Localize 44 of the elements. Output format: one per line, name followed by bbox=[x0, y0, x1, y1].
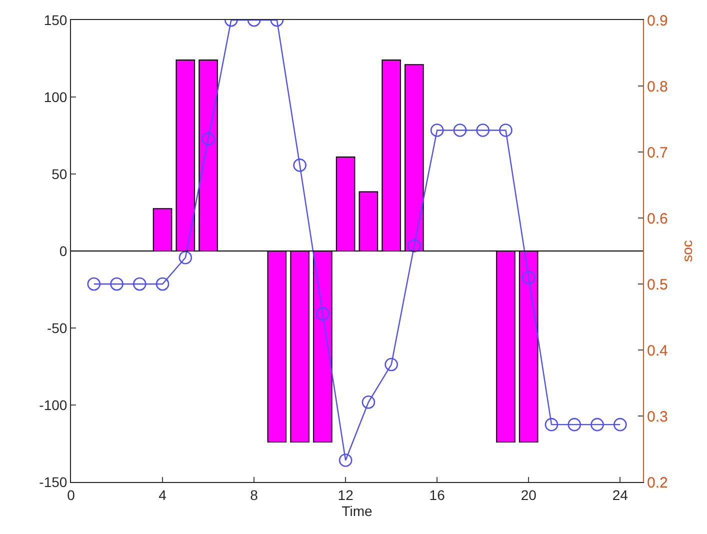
x-axis-title: Time bbox=[342, 502, 373, 519]
point bbox=[408, 239, 421, 252]
y2-tick-label: 0.4 bbox=[647, 342, 668, 360]
y-tick-label: 150 bbox=[44, 12, 68, 28]
point bbox=[590, 418, 604, 432]
point bbox=[476, 124, 490, 137]
x-tick-label: 4 bbox=[158, 486, 167, 503]
y-tick-label: -100 bbox=[39, 396, 68, 413]
point bbox=[156, 277, 170, 291]
point bbox=[316, 307, 330, 320]
y-tick-label: 50 bbox=[52, 166, 68, 182]
x-tick-label: 8 bbox=[250, 486, 258, 503]
point bbox=[568, 418, 582, 432]
point bbox=[613, 418, 627, 432]
y-tick-label: 100 bbox=[44, 88, 68, 105]
point bbox=[384, 358, 398, 372]
point bbox=[522, 270, 536, 284]
y2-axis-title: soc bbox=[679, 240, 696, 262]
point bbox=[362, 395, 376, 409]
y2-tick-label: 0.6 bbox=[647, 210, 668, 228]
y2-tick-label: 0.7 bbox=[647, 144, 668, 162]
y-tick-label: -150 bbox=[39, 474, 68, 490]
x-tick-label: 16 bbox=[429, 486, 446, 503]
x-tick-label: 20 bbox=[520, 486, 537, 503]
x-tick-label: 24 bbox=[612, 486, 628, 503]
x-tick-label: 12 bbox=[338, 486, 354, 503]
y2-tick-label: 0.8 bbox=[647, 78, 668, 96]
y2-tick-label: 0.3 bbox=[647, 408, 668, 426]
point bbox=[544, 418, 558, 432]
y2-tick-label: 0.5 bbox=[647, 276, 668, 294]
point bbox=[87, 277, 101, 291]
y2-tick-label: 0.9 bbox=[647, 12, 668, 30]
y-tick-label: -50 bbox=[46, 320, 68, 336]
point bbox=[110, 277, 124, 291]
point bbox=[499, 124, 512, 137]
y2-tick-label: 0.2 bbox=[647, 474, 668, 492]
point bbox=[293, 158, 306, 172]
point bbox=[430, 124, 444, 137]
y-tick-label: 0 bbox=[59, 242, 68, 259]
point bbox=[202, 132, 215, 146]
point bbox=[453, 124, 467, 137]
point bbox=[178, 250, 192, 264]
point bbox=[338, 454, 352, 467]
point bbox=[132, 277, 146, 291]
